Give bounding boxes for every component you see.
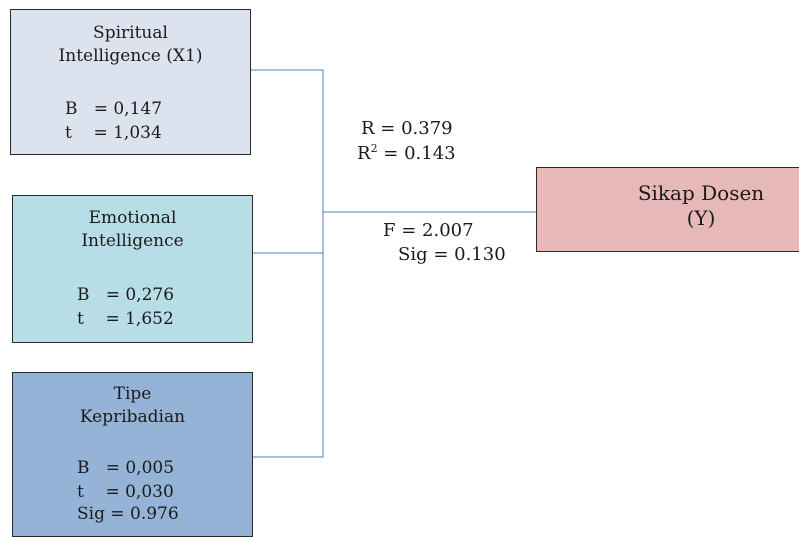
- stat-b: B = 0,147: [65, 99, 163, 119]
- title-line: Intelligence: [81, 231, 184, 251]
- box-emotional-intelligence: Emotional Intelligence B = 0,276 t = 1,6…: [12, 195, 253, 343]
- title-line: Spiritual: [93, 23, 168, 43]
- r2-suffix: = 0.143: [377, 143, 456, 164]
- box-sikap-dosen: Sikap Dosen (Y): [536, 167, 799, 252]
- stat-t: t = 1,034: [65, 123, 162, 143]
- r2-prefix: R: [357, 143, 371, 164]
- stat-t: t = 0,030: [77, 482, 174, 502]
- model-f: F = 2.007: [383, 220, 474, 241]
- box-title: Tipe Kepribadian: [13, 383, 252, 429]
- stat-t: t = 1,652: [77, 309, 174, 329]
- stat-b: B = 0,005: [77, 458, 175, 478]
- title-line: Kepribadian: [79, 407, 186, 427]
- model-r-squared: R2 = 0.143: [357, 143, 456, 165]
- title-line: Sikap Dosen: [637, 181, 765, 205]
- model-r: R = 0.379: [361, 118, 453, 139]
- box-tipe-kepribadian: Tipe Kepribadian B = 0,005 t = 0,030 Sig…: [12, 372, 253, 537]
- stat-b: B = 0,276: [77, 285, 175, 305]
- title-line: Intelligence (X1): [58, 46, 203, 66]
- box-title: Emotional Intelligence: [13, 207, 252, 253]
- box-title: Spiritual Intelligence (X1): [11, 22, 250, 68]
- box-title: Sikap Dosen (Y): [597, 181, 799, 231]
- title-line: Emotional: [88, 208, 177, 228]
- stat-sig: Sig = 0.976: [77, 504, 179, 524]
- title-line: (Y): [686, 206, 716, 230]
- model-sig: Sig = 0.130: [398, 244, 506, 265]
- r2-exponent: 2: [370, 142, 378, 155]
- title-line: Tipe: [113, 384, 152, 404]
- box-spiritual-intelligence: Spiritual Intelligence (X1) B = 0,147 t …: [10, 9, 251, 155]
